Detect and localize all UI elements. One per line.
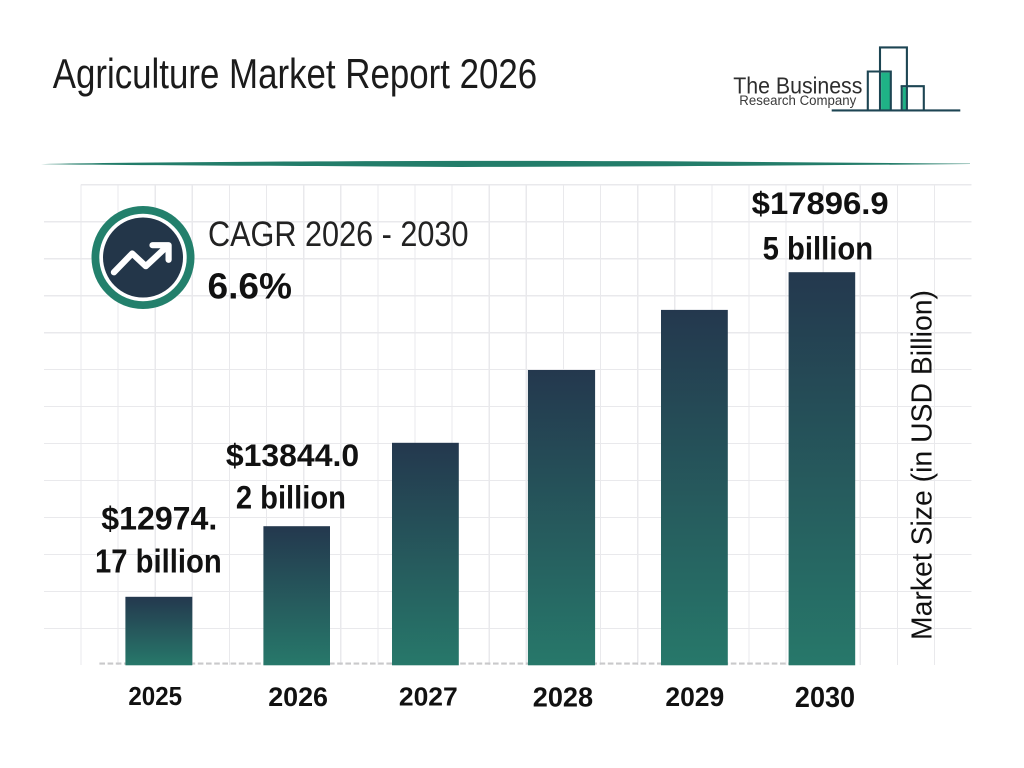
svg-text:Market Size (in USD Billion): Market Size (in USD Billion): [907, 290, 939, 640]
svg-text:CAGR 2026 - 2030: CAGR 2026 - 2030: [208, 215, 469, 254]
svg-text:The Business: The Business: [733, 73, 862, 99]
svg-text:6.6%: 6.6%: [208, 266, 293, 307]
svg-text:$13844.0: $13844.0: [226, 437, 359, 473]
svg-text:Research Company: Research Company: [739, 93, 856, 108]
svg-text:2030: 2030: [795, 681, 855, 713]
svg-text:2026: 2026: [268, 682, 328, 712]
svg-text:$17896.9: $17896.9: [752, 185, 889, 221]
svg-text:$12974.: $12974.: [101, 500, 217, 536]
svg-text:Agriculture Market Report 2026: Agriculture Market Report 2026: [53, 50, 538, 97]
svg-text:2027: 2027: [399, 682, 458, 712]
svg-text:5 billion: 5 billion: [763, 230, 874, 266]
svg-text:17 billion: 17 billion: [95, 543, 222, 580]
svg-text:2025: 2025: [128, 683, 182, 711]
svg-text:2 billion: 2 billion: [236, 479, 346, 515]
svg-text:2028: 2028: [533, 681, 593, 712]
svg-text:2029: 2029: [665, 682, 724, 712]
